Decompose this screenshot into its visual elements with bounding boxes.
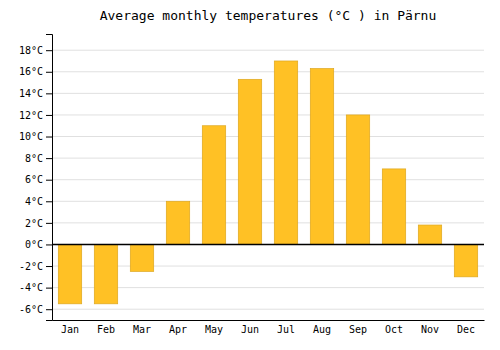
- y-tick: 18°C: [19, 45, 52, 56]
- bar: [58, 244, 81, 303]
- plot: -6°C -4°C -2°C 0°C 2°C 4°C 6°C 8°C 10°C 12°C 14°C 1…: [19, 35, 485, 336]
- x-tick: Nov: [421, 320, 439, 335]
- x-tick: Jun: [241, 320, 259, 335]
- grid-line: [52, 71, 484, 72]
- y-tick-label: 4°C: [25, 196, 43, 207]
- grid-line: [52, 222, 484, 223]
- x-tick: May: [205, 320, 223, 335]
- x-tick: Mar: [133, 320, 151, 335]
- y-tick: 4°C: [25, 196, 52, 207]
- x-tick-label: Sep: [349, 324, 367, 335]
- y-tick-label: -2°C: [19, 261, 43, 272]
- y-tick: 8°C: [25, 153, 52, 164]
- y-tick-label: -4°C: [19, 282, 43, 293]
- y-tick: 6°C: [25, 174, 52, 185]
- x-tick-label: Nov: [421, 324, 439, 335]
- x-tick: Oct: [385, 320, 403, 335]
- bar: [346, 115, 369, 245]
- y-tick-label: 8°C: [25, 153, 43, 164]
- bar: [382, 169, 405, 245]
- y-tick-mark: [46, 201, 52, 202]
- x-axis-line: [53, 320, 485, 321]
- grid-line: [52, 179, 484, 180]
- x-tick-label: Oct: [385, 324, 403, 335]
- bar: [94, 244, 117, 303]
- y-axis: -6°C -4°C -2°C 0°C 2°C 4°C 6°C 8°C 10°C 12°C 14°C 1…: [19, 35, 53, 321]
- y-tick-mark: [46, 223, 52, 224]
- y-tick-mark: [46, 137, 52, 138]
- bar: [238, 79, 261, 244]
- x-tick-label: Mar: [133, 324, 151, 335]
- x-tick: Apr: [169, 320, 187, 335]
- y-tick: 16°C: [19, 66, 52, 77]
- grid-line: [52, 114, 484, 115]
- y-tick: 0°C: [25, 239, 52, 250]
- bar: [454, 244, 477, 276]
- y-tick-label: -6°C: [19, 304, 43, 315]
- y-tick-mark: [46, 309, 52, 310]
- y-tick-mark: [46, 115, 52, 116]
- y-tick-mark: [46, 180, 52, 181]
- bar: [418, 225, 441, 244]
- y-tick: -6°C: [19, 304, 52, 315]
- x-tick-label: Jun: [241, 324, 259, 335]
- y-tick-mark: [46, 266, 52, 267]
- x-tick-label: May: [205, 324, 223, 335]
- y-tick: 2°C: [25, 218, 52, 229]
- y-tick: -2°C: [19, 261, 52, 272]
- bar: [130, 244, 153, 271]
- y-tick-mark: [46, 288, 52, 289]
- grid-line: [52, 201, 484, 202]
- y-tick-label: 14°C: [19, 88, 43, 99]
- x-tick: Jul: [277, 320, 295, 335]
- bar: [166, 201, 189, 244]
- x-tick-label: Aug: [313, 324, 331, 335]
- x-tick: Dec: [457, 320, 475, 335]
- y-tick-mark: [46, 158, 52, 159]
- x-tick: Sep: [349, 320, 367, 335]
- grid-line: [52, 158, 484, 159]
- y-axis-line: [46, 35, 53, 321]
- title: Average monthly temperatures (°C ) in Pä…: [100, 8, 437, 23]
- bars: [58, 61, 477, 304]
- grid-line: [52, 136, 484, 137]
- grid-line: [52, 50, 484, 51]
- y-tick-label: 12°C: [19, 110, 43, 121]
- grid-line: [52, 309, 484, 310]
- y-tick: 14°C: [19, 88, 52, 99]
- bar: [310, 69, 333, 245]
- x-tick-label: Dec: [457, 324, 475, 335]
- chart: -6°C -4°C -2°C 0°C 2°C 4°C 6°C 8°C 10°C 12°C 14°C 1…: [0, 0, 500, 350]
- x-tick-label: Jan: [61, 324, 79, 335]
- y-tick: 10°C: [19, 131, 52, 142]
- x-tick-label: Apr: [169, 324, 187, 335]
- y-tick-label: 6°C: [25, 174, 43, 185]
- y-tick: -4°C: [19, 282, 52, 293]
- x-tick-label: Jul: [277, 324, 295, 335]
- x-axis: Jan Feb Mar Apr May Jun Jul Aug Sep Oct Nov Dec: [53, 320, 485, 335]
- y-tick: 12°C: [19, 110, 52, 121]
- y-tick-mark: [46, 93, 52, 94]
- y-tick-label: 16°C: [19, 66, 43, 77]
- y-tick-mark: [46, 244, 52, 245]
- y-tick-mark: [46, 50, 52, 51]
- bar: [202, 126, 225, 245]
- y-tick-label: 2°C: [25, 218, 43, 229]
- grid-line: [52, 244, 484, 245]
- x-tick: Aug: [313, 320, 331, 335]
- grid-line: [52, 93, 484, 94]
- bar: [274, 61, 297, 244]
- y-tick-label: 0°C: [25, 239, 43, 250]
- y-tick-mark: [46, 72, 52, 73]
- grid: [52, 50, 484, 309]
- y-tick-label: 10°C: [19, 131, 43, 142]
- y-tick-label: 18°C: [19, 45, 43, 56]
- x-tick: Jan: [61, 320, 79, 335]
- x-tick-label: Feb: [97, 324, 115, 335]
- x-tick: Feb: [97, 320, 115, 335]
- zero-line: [52, 244, 484, 246]
